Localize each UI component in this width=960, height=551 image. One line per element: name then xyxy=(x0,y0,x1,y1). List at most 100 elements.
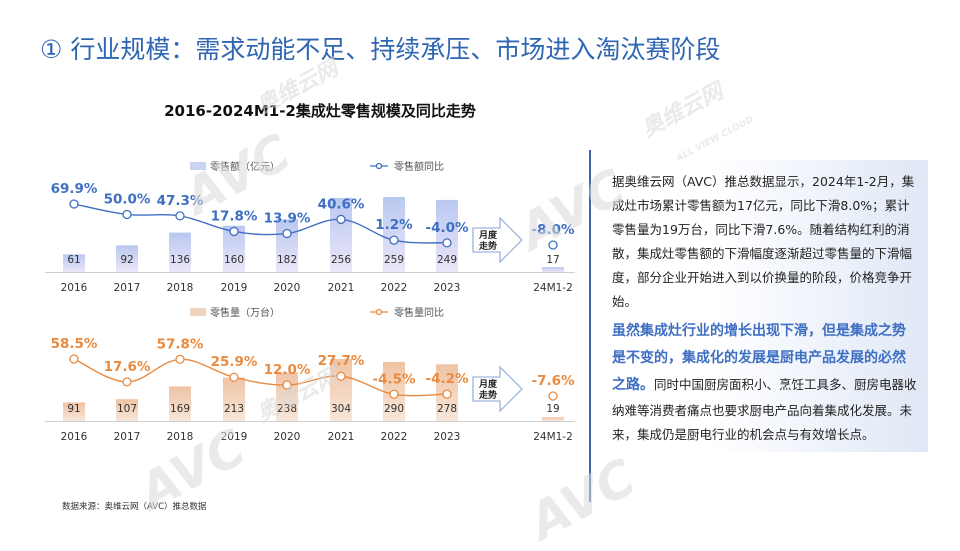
chart1-yoy-label-2020: 13.9% xyxy=(264,210,311,226)
analysis-highlight: 虽然集成灶行业的增长出现下滑，但是集成之势是不变的，集成化的发展是厨电产品发展的… xyxy=(612,323,906,393)
chart1-yoy-point-2022 xyxy=(389,235,399,245)
chart1-trend-arrow-label-2: 走势 xyxy=(478,240,497,252)
chart1-tick-label-extra: 24M1-2 xyxy=(533,282,573,294)
chart2-tick-label-2019: 2019 xyxy=(221,431,248,443)
chart1-yoy-point-2016 xyxy=(69,199,79,209)
chart2-bar-label-2021: 304 xyxy=(331,403,351,415)
chart2-bar-extra xyxy=(542,417,564,421)
charts-canvas: 零售额（亿元） 零售额同比 61 92 136 160 182 256 259 249 17 2016… xyxy=(45,160,575,443)
chart1-yoy-label-2021: 40.6% xyxy=(318,196,365,212)
chart2-yoy-point-2016 xyxy=(69,354,79,364)
chart2-yoy-label-2017: 17.6% xyxy=(104,359,151,375)
chart1-bar-2017 xyxy=(116,245,138,272)
analysis-textbox: 据奥维云网（AVC）推总数据显示，2024年1-2月，集成灶市场累计零售额为17… xyxy=(598,160,928,452)
chart2-yoy-point-2019 xyxy=(229,372,239,382)
chart1-yoy-point-2021 xyxy=(336,214,346,225)
chart2-yoy-label-2018: 57.8% xyxy=(157,336,204,352)
chart1-yoy-point-extra xyxy=(548,240,558,250)
chart1-bar-2019 xyxy=(223,225,245,272)
chart2-trend-arrow xyxy=(472,365,523,413)
chart1-yoy-label-2016: 69.9% xyxy=(51,181,98,197)
chart1-trend-arrow-label-1: 月度 xyxy=(478,229,498,241)
chart2-tick-label-extra: 24M1-2 xyxy=(533,431,573,443)
chart2-bar-label-2022: 290 xyxy=(384,403,404,415)
chart2-yoy-label-2019: 25.9% xyxy=(211,354,258,370)
chart2-legend-line-label: 零售量同比 xyxy=(394,306,444,319)
page-title: ① 行业规模：需求动能不足、持续承压、市场进入淘汰赛阶段 xyxy=(40,35,721,64)
chart2-bar-label-2016: 91 xyxy=(67,403,80,415)
chart1-yoy-label-2019: 17.8% xyxy=(211,208,258,224)
chart2-bar-label-extra: 19 xyxy=(546,403,559,415)
chart1-tick-label-2018: 2018 xyxy=(167,282,194,294)
chart2-bar-2017 xyxy=(116,399,138,421)
chart2-tick-label-2022: 2022 xyxy=(381,431,408,443)
chart2-bar-2016 xyxy=(63,402,85,421)
chart2-legend-bar-label: 零售量（万台） xyxy=(210,306,280,319)
chart2-bar-label-2018: 169 xyxy=(170,403,190,415)
source-note: 数据来源：奥维云网（AVC）推总数据 xyxy=(62,502,207,512)
chart1-bar-2023 xyxy=(436,199,458,272)
chart2-yoy-point-2021 xyxy=(336,371,346,381)
chart2-bar-label-2017: 107 xyxy=(117,403,137,415)
watermark-brand-3: 奥维云网 xyxy=(637,78,728,143)
chart-title: 2016-2024M1-2集成灶零售规模及同比走势 xyxy=(164,102,476,120)
chart2-yoy-label-extra: -7.6% xyxy=(531,373,575,389)
chart1-tick-label-2017: 2017 xyxy=(114,282,141,294)
chart2-yoy-label-2020: 12.0% xyxy=(264,362,311,378)
chart1-yoy-point-2019 xyxy=(229,226,239,237)
chart1-tick-label-2023: 2023 xyxy=(434,282,461,294)
chart2-yoy-line xyxy=(73,358,448,397)
chart1-yoy-label-2023: -4.0% xyxy=(425,220,469,236)
chart1-tick-label-2019: 2019 xyxy=(221,282,248,294)
chart2-yoy-label-2021: 27.7% xyxy=(318,353,365,369)
chart1-yoy-point-2020 xyxy=(282,228,292,239)
chart1-yoy-label-2017: 50.0% xyxy=(104,191,151,207)
chart1-yoy-point-2017 xyxy=(122,209,132,220)
chart2-yoy-label-2022: -4.5% xyxy=(372,371,416,387)
chart2-tick-label-2017: 2017 xyxy=(114,431,141,443)
analysis-paragraph-2-rest: 同时中国厨房面积小、烹饪工具多、厨房电器收纳难等消费者痛点也要求厨电产品向着集成… xyxy=(612,377,917,442)
chart1-legend-line-marker xyxy=(375,162,383,170)
chart1-bar-label-2019: 160 xyxy=(224,254,244,266)
chart1-bar-label-2017: 92 xyxy=(120,254,133,266)
chart1-bar-label-2018: 136 xyxy=(170,254,190,266)
chart2-yoy-point-extra xyxy=(548,391,558,401)
chart2-yoy-point-2023 xyxy=(442,389,452,399)
chart2-trend-arrow-label-2: 走势 xyxy=(478,389,497,401)
chart1-yoy-label-2018: 47.3% xyxy=(157,193,204,209)
chart2-yoy-label-2023: -4.2% xyxy=(425,371,469,387)
chart1-tick-label-2016: 2016 xyxy=(61,282,88,294)
chart1-bar-label-2020: 182 xyxy=(277,254,297,266)
chart1-bar-2022 xyxy=(383,197,405,272)
chart2-legend-line-marker xyxy=(375,308,383,316)
chart2-legend-bar-swatch xyxy=(190,308,206,316)
chart2-tick-label-2021: 2021 xyxy=(328,431,355,443)
chart1-tick-label-2020: 2020 xyxy=(274,282,301,294)
chart2-trend-arrow-label-1: 月度 xyxy=(478,378,498,390)
chart1-bar-label-2022: 259 xyxy=(384,254,404,266)
chart1-bar-2016 xyxy=(63,254,85,272)
chart1-bar-label-2023: 249 xyxy=(437,254,457,266)
chart2-bar-2018 xyxy=(169,386,191,421)
chart1-yoy-label-2022: 1.2% xyxy=(375,217,413,233)
chart1-bar-label-extra: 17 xyxy=(546,254,559,266)
chart2-bar-label-2019: 213 xyxy=(224,403,244,415)
chart2-bar-2019 xyxy=(223,377,245,421)
chart1-yoy-label-extra: -8.0% xyxy=(531,222,575,238)
chart2-bar-label-2020: 238 xyxy=(277,403,297,415)
divider-line xyxy=(589,150,591,502)
chart2-tick-label-2023: 2023 xyxy=(434,431,461,443)
chart2-yoy-label-2016: 58.5% xyxy=(51,336,98,352)
chart1-tick-label-2022: 2022 xyxy=(381,282,408,294)
chart1-bar-2021 xyxy=(330,197,352,272)
chart1-legend-bar-label: 零售额（亿元） xyxy=(210,160,280,173)
analysis-paragraph-2: 虽然集成灶行业的增长出现下滑，但是集成之势是不变的，集成化的发展是厨电产品发展的… xyxy=(612,318,918,447)
chart1-bar-2018 xyxy=(169,232,191,272)
chart2-bar-label-2023: 278 xyxy=(437,403,457,415)
chart1-trend-arrow xyxy=(472,216,523,264)
chart1-yoy-point-2023 xyxy=(442,238,452,248)
chart2-bar-2021 xyxy=(330,359,352,421)
chart1-legend-bar-swatch xyxy=(190,162,206,170)
chart1-bar-label-2016: 61 xyxy=(67,254,80,266)
chart2-tick-label-2018: 2018 xyxy=(167,431,194,443)
